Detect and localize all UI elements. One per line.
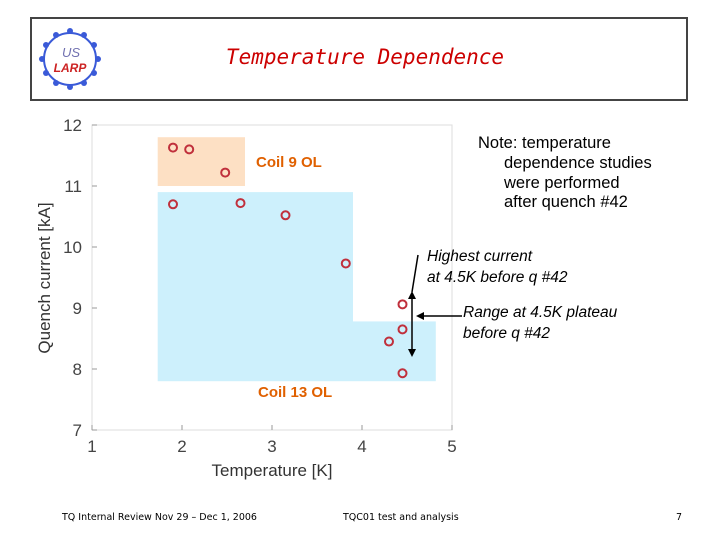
points-layer (168, 142, 408, 379)
highest-current-arrow (408, 254, 419, 357)
data-point-10 (384, 336, 394, 347)
logo-text-bottom: LARP (54, 61, 88, 75)
x-tick-label: 1 (87, 437, 96, 456)
x-tick-label: 5 (447, 437, 456, 456)
y-tick-label: 10 (63, 238, 82, 257)
note-line-4: after quench #42 (504, 193, 628, 212)
data-point-2 (184, 144, 195, 155)
data-point-7 (340, 258, 351, 269)
footer-center: TQC01 test and analysis (343, 512, 459, 523)
highest-current-line-1: Highest current (427, 248, 533, 265)
x-tick-label: 4 (357, 437, 366, 456)
region-coil9-0 (157, 137, 245, 186)
regions-layer (157, 137, 436, 382)
y-tick-label: 11 (64, 177, 82, 196)
data-point-4 (168, 199, 178, 210)
header-box (30, 17, 688, 101)
data-point-9 (397, 324, 408, 335)
y-tick-label: 8 (73, 360, 82, 379)
footer-page-number: 7 (676, 512, 683, 523)
highest-current-line-2: at 4.5K before q #42 (427, 268, 568, 286)
us-larp-logo: US LARP (39, 28, 101, 90)
highest-current-annotation: Highest current at 4.5K before q #42 (427, 247, 567, 289)
data-point-3 (220, 167, 231, 178)
data-point-8 (397, 299, 408, 310)
footer-left: TQ Internal Review Nov 29 – Dec 1, 2006 (62, 512, 257, 523)
x-tick-label: 2 (177, 437, 186, 456)
note-line-3: were performed (504, 173, 620, 192)
note-line-2: dependence studies (504, 153, 652, 172)
x-axis-label: Temperature [K] (212, 461, 333, 480)
coil13-label: Coil 13 OL (258, 384, 333, 401)
logo-text-top: US (62, 45, 80, 60)
data-point-6 (280, 210, 291, 221)
coil9-label: Coil 9 OL (256, 154, 322, 171)
note-text: Note: temperature dependence studies wer… (478, 134, 698, 213)
data-point-5 (235, 198, 246, 209)
y-tick-label: 9 (73, 299, 82, 318)
range-annotation: Range at 4.5K plateau before q #42 (463, 303, 617, 345)
x-tick-label: 3 (267, 437, 276, 456)
range-line-2: before q #42 (463, 324, 551, 342)
data-point-1 (168, 142, 178, 153)
page-title: Temperature Dependence (225, 45, 505, 69)
y-tick-label: 12 (63, 116, 82, 135)
region-coil13-1 (157, 192, 353, 382)
note-line-1: Note: temperature (478, 134, 611, 152)
range-arrow (416, 312, 462, 320)
range-line-1: Range at 4.5K plateau (463, 304, 618, 321)
y-axis-label: Quench current [kA] (35, 202, 54, 353)
y-tick-label: 7 (73, 421, 82, 440)
region-coil13-2 (353, 321, 436, 382)
data-point-11 (397, 368, 408, 379)
